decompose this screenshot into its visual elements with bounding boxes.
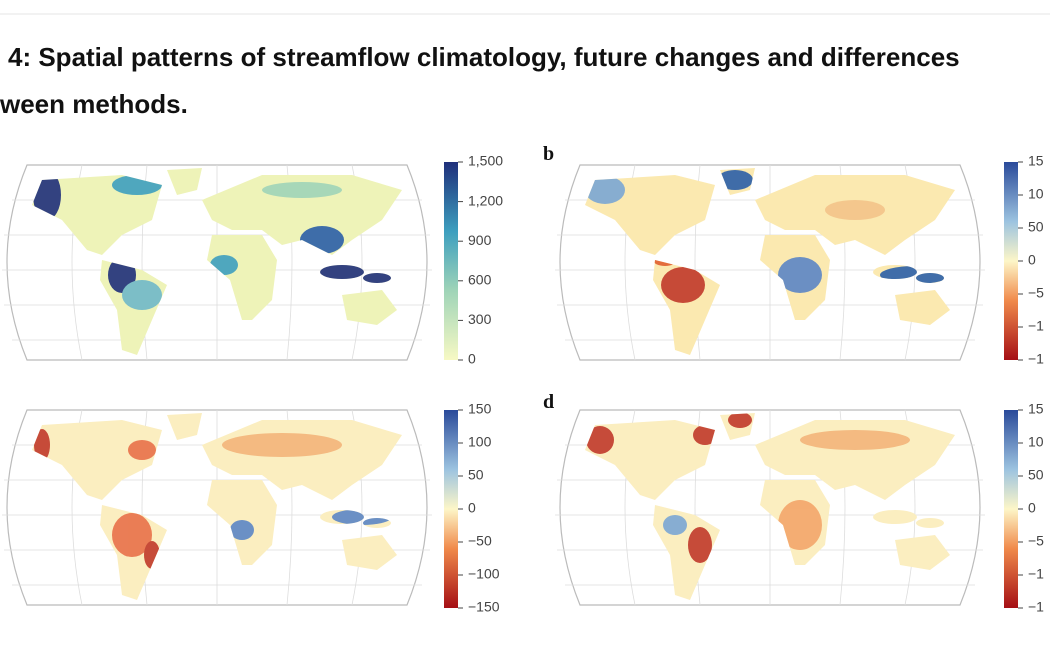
colorbar-tick-label: −1 [1028, 318, 1044, 334]
colorbar-tick-label: 0 [1028, 500, 1036, 516]
colorbar-tick-label: −1 [1028, 599, 1044, 615]
colorbar-tick-label: 10 [1028, 186, 1044, 202]
colorbar-tick-label: −100 [468, 566, 500, 582]
colorbar [444, 162, 458, 360]
colorbar [1004, 162, 1018, 360]
colorbar-tick-label: 50 [1028, 219, 1044, 235]
colorbar-tick-label: 50 [468, 467, 484, 483]
colorbar-tick-label: 900 [468, 232, 492, 248]
colorbar-tick-label: 1,200 [468, 192, 503, 208]
colorbar-tick-label: −5 [1028, 285, 1044, 301]
colorbar-tick-label: 1,500 [468, 153, 503, 169]
map-c [1, 404, 433, 606]
colorbar-tick-label: 0 [468, 351, 476, 367]
title-line: ween methods. [0, 89, 188, 119]
colorbar-tick-label: 150 [468, 401, 492, 417]
colorbar-tick-label: −150 [468, 599, 500, 615]
map-d [554, 404, 986, 606]
colorbar-tick-label: −5 [1028, 533, 1044, 549]
colorbar-tick-label: −1 [1028, 566, 1044, 582]
colorbar-tick-label: 15 [1028, 401, 1044, 417]
colorbar [1004, 410, 1018, 608]
colorbar-tick-label: 0 [468, 500, 476, 516]
map-a [1, 159, 433, 361]
colorbar [444, 410, 458, 608]
colorbar-tick-label: 600 [468, 272, 492, 288]
panel-label: b [543, 143, 554, 165]
colorbar-tick-label: 10 [1028, 434, 1044, 450]
map-b [554, 159, 986, 361]
colorbar-tick-label: 0 [1028, 252, 1036, 268]
colorbar-tick-label: 300 [468, 311, 492, 327]
colorbar-tick-label: 50 [1028, 467, 1044, 483]
colorbar-tick-label: 15 [1028, 153, 1044, 169]
panel-label: d [543, 391, 554, 413]
colorbar-tick-label: −50 [468, 533, 492, 549]
colorbar-tick-label: 100 [468, 434, 492, 450]
title-line: 4: Spatial patterns of streamflow climat… [8, 42, 960, 72]
colorbar-tick-label: −1 [1028, 351, 1044, 367]
